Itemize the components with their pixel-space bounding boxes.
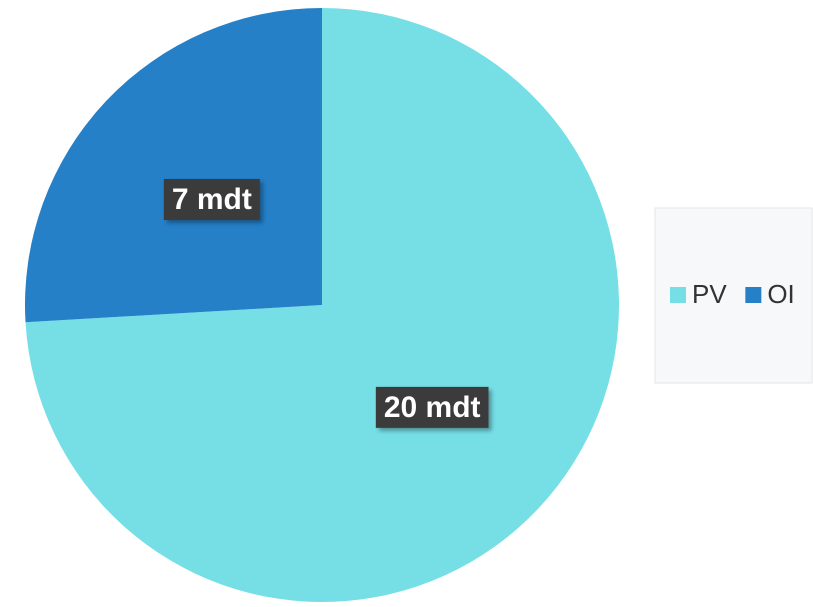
legend-label: PV xyxy=(692,279,727,309)
legend-swatch xyxy=(670,287,686,303)
legend-label: OI xyxy=(767,279,794,309)
pie-slice xyxy=(25,8,619,603)
value-label: 20 mdt xyxy=(384,391,481,424)
legend-swatch xyxy=(745,287,762,303)
value-label-box xyxy=(163,178,260,220)
value-label: 7 mdt xyxy=(172,183,252,216)
value-label-box xyxy=(375,386,489,428)
pie-slice xyxy=(25,8,323,323)
